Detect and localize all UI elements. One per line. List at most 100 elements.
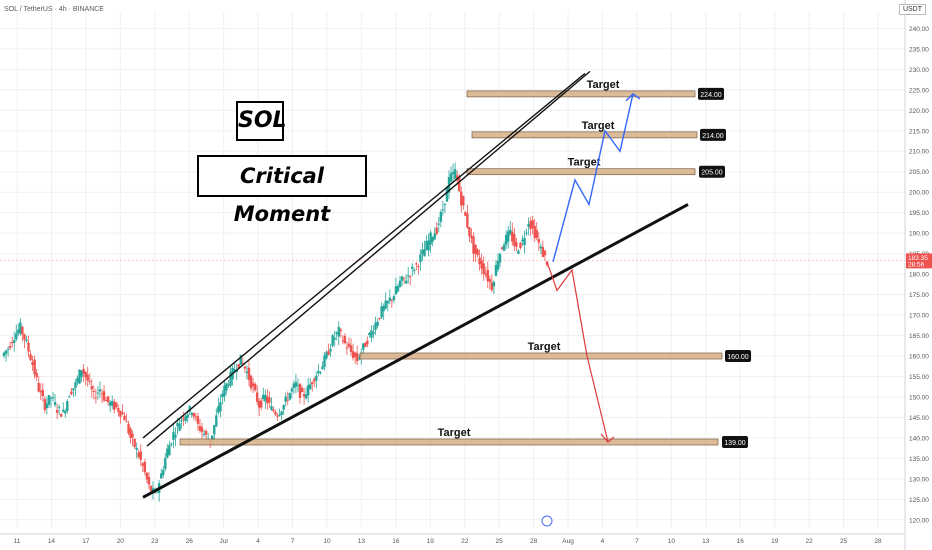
- candle-body: [127, 423, 130, 434]
- candle-body: [376, 321, 379, 326]
- candle-body: [543, 250, 547, 256]
- candle-body: [396, 285, 400, 292]
- candle-body: [380, 306, 383, 318]
- price-tick-label: 155.00: [909, 374, 929, 381]
- candle-body: [268, 397, 271, 403]
- candle-body: [500, 247, 504, 249]
- candle-body: [300, 387, 304, 393]
- candle-body: [260, 400, 263, 408]
- price-tick-label: 120.00: [909, 517, 929, 524]
- candle-body: [343, 335, 347, 344]
- candle-body: [329, 349, 332, 352]
- candle-body: [431, 237, 434, 242]
- price-tick-label: 180.00: [909, 272, 929, 279]
- candle-body: [149, 485, 153, 491]
- time-tick-label: 20: [117, 538, 125, 545]
- candle-body: [80, 370, 83, 377]
- candle-body: [168, 444, 171, 456]
- target-price-label: 139.00: [724, 440, 746, 447]
- candle-body: [353, 352, 357, 357]
- candle-body: [55, 410, 59, 413]
- time-tick-label: 26: [186, 538, 194, 545]
- time-tick-label: 13: [358, 538, 366, 545]
- candle-body: [102, 391, 106, 401]
- time-tick-label: 22: [461, 538, 469, 545]
- candle-body: [178, 423, 181, 431]
- candle-body: [400, 276, 404, 281]
- candle-body: [68, 396, 71, 398]
- candle-body: [302, 394, 306, 397]
- time-tick-label: 10: [323, 538, 331, 545]
- candle-body: [294, 382, 298, 387]
- candle-body: [2, 352, 6, 357]
- candle-body: [225, 383, 228, 391]
- channel-lines: [142, 70, 689, 499]
- time-tick-label: 17: [82, 538, 90, 545]
- candle-body: [531, 220, 534, 228]
- candle-body: [113, 401, 116, 410]
- price-tick-label: 235.00: [909, 46, 929, 53]
- candle-body: [392, 296, 396, 301]
- time-tick-label: Aug: [562, 538, 574, 545]
- candle-body: [139, 451, 142, 460]
- candle-body: [325, 352, 328, 359]
- candle-body: [94, 397, 98, 399]
- time-tick-label: 28: [874, 538, 882, 545]
- candle-body: [382, 305, 385, 312]
- candle-body: [419, 254, 422, 263]
- price-tick-label: 135.00: [909, 456, 929, 463]
- candle-body: [280, 411, 283, 416]
- price-tick-label: 190.00: [909, 231, 929, 238]
- time-tick-label: 16: [392, 538, 400, 545]
- candle-body: [198, 425, 202, 431]
- candle-body: [239, 354, 242, 365]
- candle-body: [223, 385, 226, 397]
- candle-body: [241, 362, 245, 364]
- candle-body: [72, 388, 75, 391]
- target-price-label: 214.00: [702, 133, 724, 140]
- candle-body: [535, 230, 538, 239]
- candle-body: [123, 415, 126, 421]
- candle-body: [468, 227, 471, 237]
- candle-body: [192, 413, 196, 417]
- candle-body: [423, 249, 426, 257]
- candle-body: [366, 340, 369, 345]
- candle-body: [498, 253, 502, 263]
- candle-body: [6, 348, 10, 350]
- candle-body: [47, 395, 51, 405]
- projection-arrows: [546, 92, 641, 443]
- candle-body: [351, 351, 355, 358]
- candle-body: [104, 400, 108, 402]
- candle-body: [204, 430, 208, 435]
- candle-body: [194, 416, 198, 418]
- price-axis-bg: [905, 0, 932, 550]
- target-price-badge: [722, 436, 748, 448]
- candle-body: [415, 263, 418, 265]
- current-price-badge: [906, 253, 932, 269]
- candle-body: [270, 406, 273, 410]
- bearish-projection: [546, 261, 609, 443]
- candle-body: [78, 369, 81, 384]
- candle-body: [249, 375, 253, 389]
- candle-body: [143, 461, 147, 473]
- candle-body: [327, 351, 330, 355]
- candle-body: [19, 322, 22, 334]
- candle-body: [339, 329, 343, 332]
- time-tick-label: 10: [668, 538, 676, 545]
- candle-body: [76, 377, 79, 383]
- candle-body: [92, 391, 96, 393]
- candle-body: [182, 417, 185, 420]
- candle-body: [23, 334, 26, 340]
- time-tick-label: 11: [14, 538, 21, 545]
- candle-body: [480, 260, 483, 269]
- candle-body: [488, 279, 492, 282]
- candle-body: [125, 421, 128, 423]
- candle-body: [439, 211, 443, 222]
- price-tick-label: 150.00: [909, 394, 929, 401]
- candle-body: [517, 250, 520, 254]
- candle-body: [331, 335, 334, 346]
- candle-body: [541, 247, 545, 257]
- time-tick-label: 16: [737, 538, 745, 545]
- currency-label[interactable]: USDT: [898, 4, 926, 15]
- candle-body: [262, 394, 265, 400]
